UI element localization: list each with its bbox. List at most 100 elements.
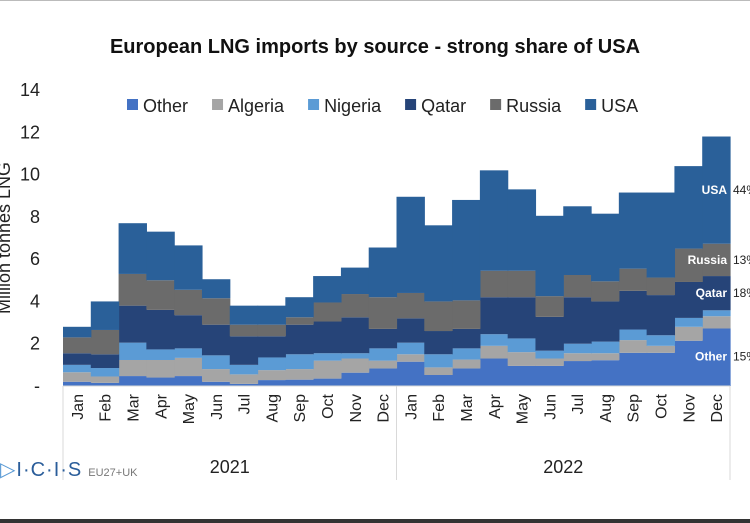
area-segment-nigeria [90, 368, 120, 377]
area-segment-russia [535, 296, 564, 317]
area-segment-algeria [118, 359, 147, 377]
area-segment-nigeria [229, 364, 259, 375]
area-segment-algeria [63, 372, 92, 382]
y-tick-label: 12 [20, 122, 40, 142]
area-segment-nigeria [618, 329, 648, 341]
area-segment-russia [396, 292, 425, 319]
area-segment-algeria [285, 369, 314, 380]
y-axis-label: Million tonnes LNG [0, 162, 14, 314]
legend-label-nigeria: Nigeria [324, 96, 382, 116]
area-segment-usa [424, 225, 453, 302]
area-segment-qatar [90, 354, 120, 369]
legend-swatch-usa [585, 99, 597, 110]
area-segment-qatar [146, 309, 175, 350]
area-segment-algeria [646, 345, 676, 353]
area-segment-qatar [313, 321, 342, 354]
area-segment-algeria [229, 374, 259, 384]
area-segment-russia [702, 243, 731, 277]
area-segment-usa [646, 192, 676, 278]
area-segment-nigeria [535, 350, 564, 359]
area-segment-usa [340, 267, 370, 295]
legend-swatch-other [127, 99, 138, 110]
area-segment-russia [118, 273, 147, 306]
legend-label-usa: USA [601, 96, 638, 116]
area-segment-nigeria [63, 364, 92, 373]
area-segment-russia [257, 324, 286, 337]
area-segment-other [396, 361, 425, 386]
bottom-bar [0, 519, 750, 523]
area-segment-other [340, 372, 370, 386]
area-segment-usa [63, 326, 92, 338]
area-segment-other [201, 381, 231, 386]
area-segment-other [646, 352, 676, 386]
month-label: Feb [431, 394, 448, 422]
area-segment-russia [340, 294, 370, 318]
area-segment-russia [229, 324, 259, 337]
area-segment-qatar [452, 328, 481, 349]
month-label: Jan [70, 394, 87, 420]
area-segment-usa [452, 199, 481, 301]
area-segment-russia [618, 268, 648, 291]
area-segment-algeria [396, 354, 425, 362]
area-segment-qatar [479, 297, 509, 335]
annotation-label-qatar: Qatar [696, 286, 728, 300]
area-segment-usa [201, 279, 231, 299]
area-segment-algeria [201, 369, 231, 382]
area-segment-algeria [90, 376, 120, 383]
area-segment-qatar [257, 336, 286, 358]
month-label: Dec [709, 394, 726, 422]
area-segment-other [368, 368, 398, 386]
area-segment-other [146, 377, 175, 386]
month-label: May [181, 394, 198, 424]
logo-icon: ▷ [0, 459, 17, 481]
area-segment-qatar [340, 317, 370, 354]
area-segment-russia [563, 275, 592, 298]
area-segment-nigeria [702, 310, 731, 317]
year-label: 2021 [210, 457, 250, 477]
legend-swatch-qatar [405, 99, 417, 110]
area-segment-usa [313, 276, 342, 303]
area-segment-algeria [535, 358, 564, 366]
area-segment-other [313, 378, 342, 386]
area-segment-usa [257, 305, 286, 325]
y-tick-label: - [34, 376, 40, 396]
area-segment-qatar [591, 301, 620, 342]
logo-text: I·C·I·S [16, 459, 83, 481]
area-segment-nigeria [479, 334, 509, 346]
area-segment-qatar [285, 324, 314, 355]
area-segment-russia [146, 280, 175, 310]
area-segment-usa [674, 166, 703, 249]
annotation-share-usa: 44% [733, 183, 750, 197]
area-segment-usa [618, 192, 648, 269]
area-segment-nigeria [257, 357, 286, 371]
area-segment-other [90, 382, 120, 386]
area-segment-qatar [368, 328, 398, 349]
area-segment-other [674, 340, 703, 386]
month-label: Apr [487, 393, 504, 419]
area-segment-other [452, 368, 481, 386]
area-segment-nigeria [396, 342, 425, 355]
area-segment-qatar [507, 297, 537, 339]
area-segment-algeria [257, 370, 286, 381]
month-label: Aug [264, 394, 281, 422]
area-segment-russia [313, 302, 342, 322]
area-segment-other [174, 376, 203, 386]
month-label: Nov [681, 394, 698, 422]
area-segment-algeria [174, 357, 203, 377]
month-label: Dec [376, 394, 393, 422]
month-label: Feb [98, 394, 115, 422]
area-segment-russia [90, 329, 120, 355]
month-label: Apr [153, 393, 170, 419]
area-segment-russia [507, 270, 537, 298]
month-label: Sep [626, 394, 643, 423]
area-segment-algeria [618, 340, 648, 353]
legend-swatch-algeria [212, 99, 224, 110]
annotation-label-other: Other [695, 349, 727, 363]
area-segment-usa [118, 223, 147, 274]
area-segment-other [424, 375, 453, 386]
area-segment-other [257, 380, 286, 386]
legend-label-russia: Russia [506, 96, 562, 116]
area-segment-usa [368, 247, 398, 298]
